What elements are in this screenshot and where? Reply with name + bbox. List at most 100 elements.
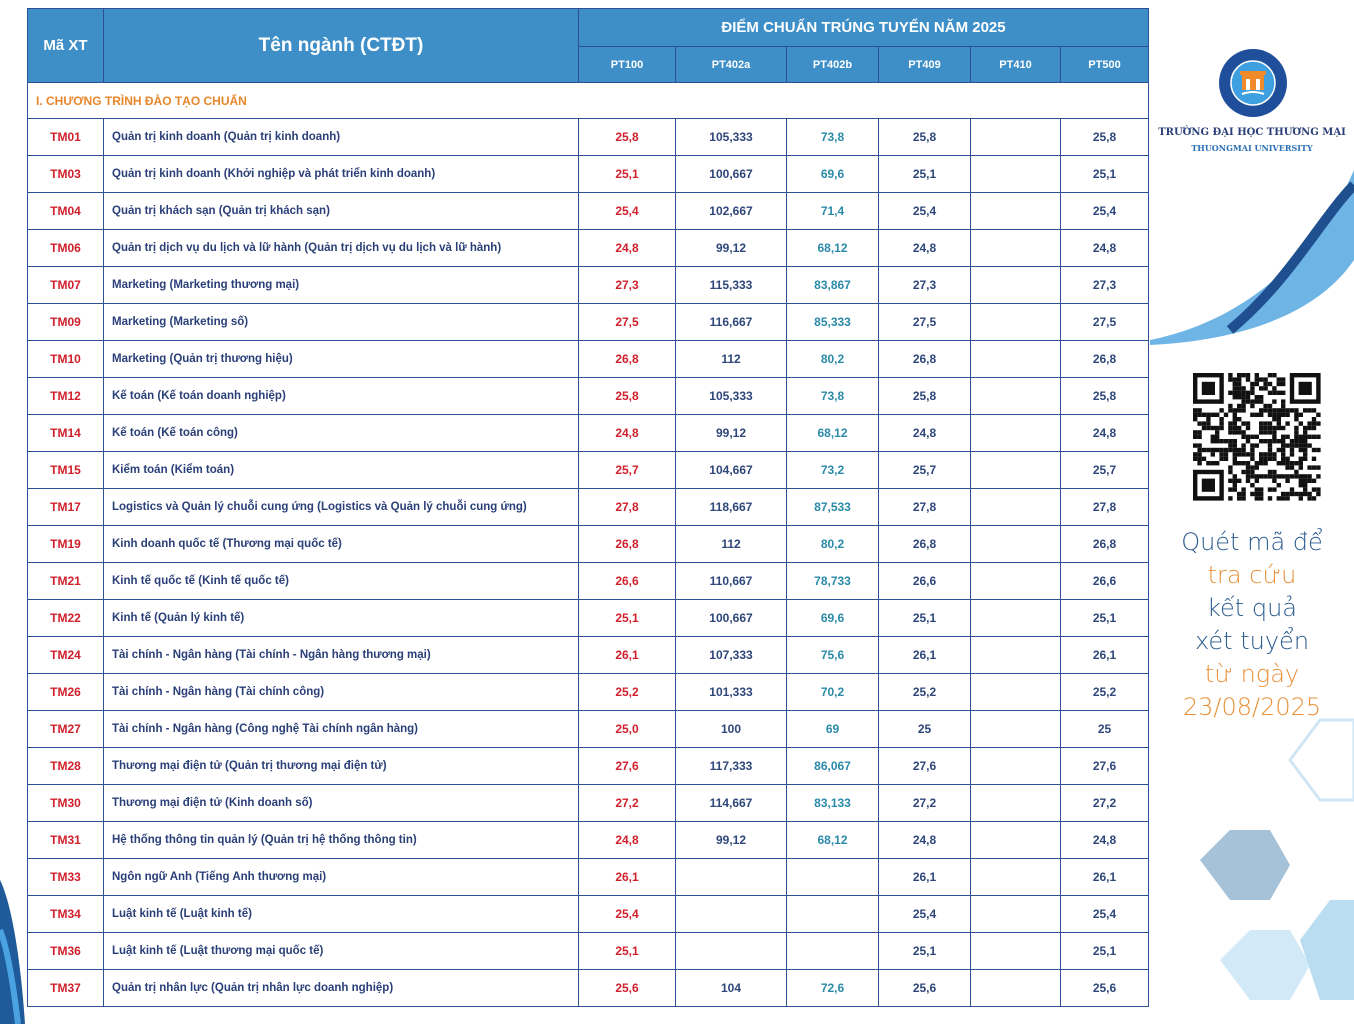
pt402a-cell: [675, 932, 787, 970]
pt409-cell: 27,2: [878, 784, 971, 822]
program-name-cell: Logistics và Quản lý chuỗi cung ứng (Log…: [103, 488, 579, 526]
qr-line: Quét mã để: [1181, 528, 1323, 556]
table-row: TM28 Thương mại điện tử (Quản trị thương …: [27, 747, 1150, 785]
pt409-cell: 25,1: [878, 599, 971, 637]
pt100-cell: 27,6: [578, 747, 676, 785]
pt402a-cell: 117,333: [675, 747, 787, 785]
method-header: PT410: [970, 46, 1061, 83]
table-row: TM31 Hệ thống thông tin quản lý (Quản trị…: [27, 821, 1150, 859]
code-cell: TM27: [27, 710, 104, 748]
pt402a-cell: 116,667: [675, 303, 787, 341]
pt409-cell: 27,5: [878, 303, 971, 341]
pt100-cell: 25,7: [578, 451, 676, 489]
table-row: TM14 Kế toán (Kế toán công) 24,8 99,12 68,12…: [27, 414, 1150, 452]
pt100-cell: 27,8: [578, 488, 676, 526]
pt100-cell: 25,4: [578, 192, 676, 230]
university-logo: [1219, 49, 1287, 117]
pt500-cell: 24,8: [1059, 414, 1150, 452]
pt500-cell: 27,6: [1059, 747, 1150, 785]
pt402b-cell: 78,733: [786, 562, 879, 600]
pt409-cell: 25,4: [878, 895, 971, 933]
pt409-cell: 27,6: [878, 747, 971, 785]
code-cell: TM09: [27, 303, 104, 341]
pt402a-cell: 100,667: [675, 155, 787, 193]
table-row: TM01 Quản trị kinh doanh (Quản trị kinh d…: [27, 118, 1150, 156]
pt409-cell: 25,2: [878, 673, 971, 711]
program-name-cell: Kinh tế (Quản lý kinh tế): [103, 599, 579, 637]
university-name-en: THUONGMAI UNIVERSITY: [1191, 143, 1313, 153]
pt100-cell: 25,4: [578, 895, 676, 933]
pt100-cell: 25,2: [578, 673, 676, 711]
pt500-cell: 25,1: [1059, 599, 1150, 637]
pt402a-cell: 105,333: [675, 377, 787, 415]
pt402b-cell: 86,067: [786, 747, 879, 785]
pt402b-cell: 85,333: [786, 303, 879, 341]
pt402a-cell: 99,12: [675, 821, 787, 859]
university-name-vi: TRƯỜNG ĐẠI HỌC THƯƠNG MẠI: [1158, 127, 1346, 138]
pt500-cell: 25,2: [1059, 673, 1150, 711]
pt409-cell: 26,8: [878, 525, 971, 563]
pt500-cell: 26,1: [1059, 858, 1150, 896]
pt409-cell: 26,8: [878, 340, 971, 378]
table-row: TM09 Marketing (Marketing số) 27,5 116,667 8…: [27, 303, 1150, 341]
table-row: TM19 Kinh doanh quốc tế (Thương mại quốc …: [27, 525, 1150, 563]
code-cell: TM31: [27, 821, 104, 859]
program-name-cell: Quản trị khách sạn (Quản trị khách sạn): [103, 192, 579, 230]
pt410-cell: [970, 599, 1061, 637]
pt402a-cell: 115,333: [675, 266, 787, 304]
admission-scores-table: Mã XT Tên ngành (CTĐT) ĐIỂM CHUẨN TRÚNG …: [26, 8, 1150, 1007]
table-row: TM12 Kế toán (Kế toán doanh nghiệp) 25,8 10…: [27, 377, 1150, 415]
qr-line: từ ngày: [1204, 660, 1300, 688]
pt100-cell: 26,8: [578, 340, 676, 378]
pt500-cell: 26,8: [1059, 525, 1150, 563]
program-name-cell: Hệ thống thông tin quản lý (Quản trị hệ …: [103, 821, 579, 859]
pt100-cell: 26,8: [578, 525, 676, 563]
pt500-cell: 25,8: [1059, 377, 1150, 415]
pt410-cell: [970, 747, 1061, 785]
pt402a-cell: 118,667: [675, 488, 787, 526]
table-row: TM15 Kiểm toán (Kiểm toán) 25,7 104,667 73,2…: [27, 451, 1150, 489]
method-header: PT402a: [675, 46, 787, 83]
pt100-cell: 25,8: [578, 118, 676, 156]
table-row: TM21 Kinh tế quốc tế (Kinh tế quốc tế) 26,…: [27, 562, 1150, 600]
code-cell: TM28: [27, 747, 104, 785]
pt409-cell: 26,1: [878, 636, 971, 674]
program-name-cell: Tài chính - Ngân hàng (Tài chính - Ngân …: [103, 636, 579, 674]
table-row: TM06 Quản trị dịch vụ du lịch và lữ hành …: [27, 229, 1150, 267]
pt402b-cell: 69,6: [786, 599, 879, 637]
pt402a-cell: 107,333: [675, 636, 787, 674]
pt409-cell: 24,8: [878, 229, 971, 267]
pt402a-cell: 112: [675, 525, 787, 563]
pt410-cell: [970, 488, 1061, 526]
pt402b-cell: 70,2: [786, 673, 879, 711]
pt500-cell: 24,8: [1059, 821, 1150, 859]
table-row: TM26 Tài chính - Ngân hàng (Tài chính côn…: [27, 673, 1150, 711]
pt402a-cell: 100,667: [675, 599, 787, 637]
pt402a-cell: 100: [675, 710, 787, 748]
pt500-cell: 25,1: [1059, 932, 1150, 970]
pt402b-cell: 72,6: [786, 969, 879, 1007]
qr-line: tra cứu: [1207, 561, 1297, 589]
pt410-cell: [970, 266, 1061, 304]
pt402b-cell: 69,6: [786, 155, 879, 193]
qr-code[interactable]: [1193, 373, 1323, 501]
name-header: Tên ngành (CTĐT): [103, 8, 579, 83]
code-cell: TM03: [27, 155, 104, 193]
pt410-cell: [970, 451, 1061, 489]
pt410-cell: [970, 229, 1061, 267]
table-row: TM30 Thương mại điện tử (Kinh doanh số) 27…: [27, 784, 1150, 822]
pt410-cell: [970, 192, 1061, 230]
pt402a-cell: 114,667: [675, 784, 787, 822]
pt402b-cell: 68,12: [786, 821, 879, 859]
table-row: TM37 Quản trị nhân lực (Quản trị nhân lực…: [27, 969, 1150, 1007]
pt500-cell: 25,1: [1059, 155, 1150, 193]
pt409-cell: 25,7: [878, 451, 971, 489]
pt100-cell: 25,1: [578, 932, 676, 970]
code-cell: TM21: [27, 562, 104, 600]
pt410-cell: [970, 377, 1061, 415]
code-cell: TM19: [27, 525, 104, 563]
pt100-cell: 25,1: [578, 155, 676, 193]
pt402b-cell: [786, 858, 879, 896]
program-name-cell: Tài chính - Ngân hàng (Tài chính công): [103, 673, 579, 711]
pt100-cell: 26,1: [578, 858, 676, 896]
